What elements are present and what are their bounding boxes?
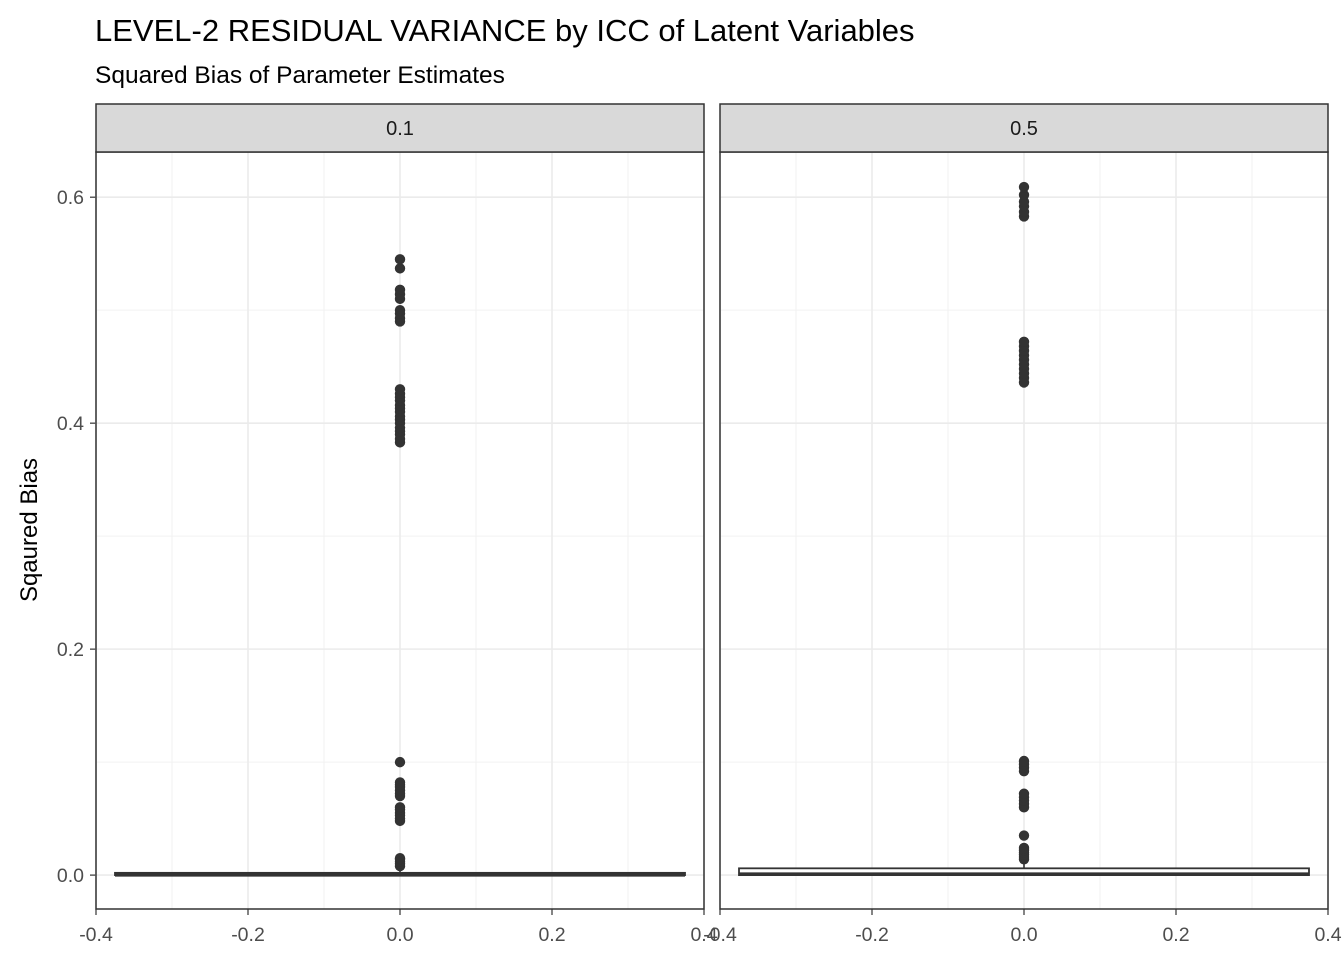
facet-panels: 0.1 -0.4 -0.2 0.0 0.2 0.4 0.5 -0.4 -0.2 0.0 0.2 0.4 bbox=[79, 103, 1342, 946]
y-tick-label: 0.0 bbox=[57, 865, 84, 887]
outlier-point bbox=[394, 254, 406, 265]
outlier-point bbox=[394, 284, 406, 296]
x-tick-label: -0.2 bbox=[855, 924, 889, 946]
facet-panel: 0.1 -0.4 -0.2 0.0 0.2 0.4 bbox=[79, 103, 718, 946]
y-tick-label: 0.4 bbox=[57, 413, 84, 435]
facet-strip-label: 0.1 bbox=[386, 118, 414, 140]
facet-strip bbox=[719, 103, 1329, 153]
outlier-point bbox=[394, 384, 406, 395]
x-tick-label: -0.4 bbox=[703, 924, 737, 946]
outlier-point bbox=[1018, 189, 1030, 201]
outlier-point bbox=[1018, 336, 1030, 348]
outlier-point bbox=[1018, 755, 1030, 767]
outlier-point bbox=[394, 802, 406, 813]
x-tick-label: -0.4 bbox=[79, 924, 113, 946]
y-axis-title: Sqaured Bias bbox=[16, 458, 43, 602]
facet-strip-label: 0.5 bbox=[1010, 118, 1038, 140]
x-tick-label: 0.4 bbox=[1314, 924, 1341, 946]
outlier-point bbox=[1018, 181, 1030, 193]
x-tick-label: 0.0 bbox=[386, 924, 413, 946]
outlier-point bbox=[394, 777, 406, 788]
panel-marks bbox=[738, 181, 1310, 877]
facet-panel: 0.5 -0.4 -0.2 0.0 0.2 0.4 bbox=[703, 103, 1342, 946]
facet-strip bbox=[95, 103, 705, 153]
outlier-point bbox=[394, 852, 406, 864]
y-tick-label: 0.6 bbox=[57, 187, 84, 209]
outlier-point bbox=[1018, 842, 1030, 854]
y-tick-label: 0.2 bbox=[57, 639, 84, 661]
chart-subtitle: Squared Bias of Parameter Estimates bbox=[95, 62, 505, 89]
panel-marks bbox=[114, 254, 686, 877]
x-tick-label: 0.0 bbox=[1010, 924, 1037, 946]
x-tick-label: 0.4 bbox=[690, 924, 717, 946]
outlier-point bbox=[1018, 788, 1030, 799]
outlier-point bbox=[394, 756, 406, 768]
outlier-point bbox=[394, 304, 406, 316]
x-tick-label: -0.2 bbox=[231, 924, 265, 946]
y-axis: 0.0 0.2 0.4 0.6 bbox=[57, 187, 96, 887]
chart-title: LEVEL-2 RESIDUAL VARIANCE by ICC of Late… bbox=[95, 13, 915, 48]
outlier-point bbox=[394, 263, 406, 274]
x-tick-label: 0.2 bbox=[1162, 924, 1189, 946]
outlier-point bbox=[1018, 830, 1030, 841]
x-tick-label: 0.2 bbox=[538, 924, 565, 946]
